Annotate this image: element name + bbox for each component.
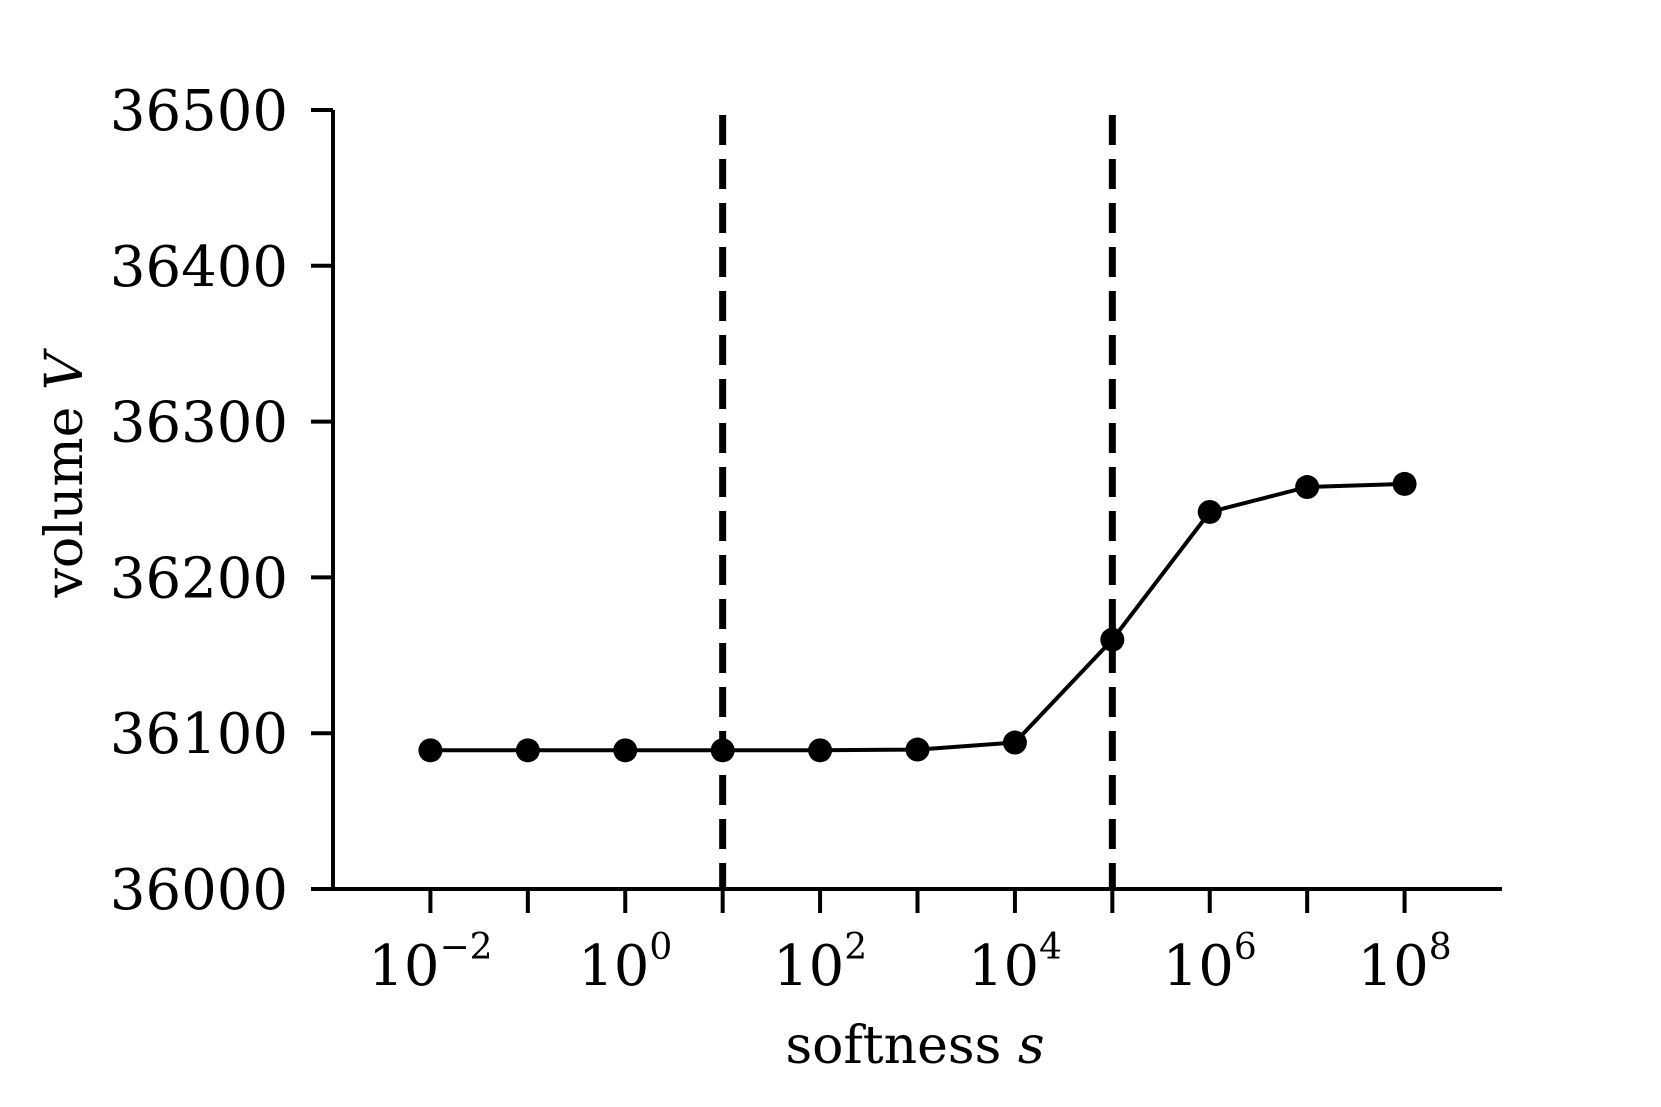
data-point	[418, 738, 443, 763]
x-tick-label: 104	[968, 927, 1062, 999]
x-axis-label: softness s	[786, 1016, 1045, 1076]
y-tick-label: 36200	[110, 546, 288, 611]
x-tick-label: 106	[1163, 927, 1257, 999]
data-point	[1197, 499, 1222, 524]
y-tick-label: 36000	[110, 858, 288, 923]
reference-lines	[719, 115, 1116, 889]
data-point	[710, 738, 735, 763]
y-tick-label: 36300	[110, 391, 288, 456]
x-tick-label: 10−2	[368, 927, 492, 999]
data-point	[613, 738, 638, 763]
y-axis-label: volume V	[35, 348, 95, 598]
tick-labels: 36000 36100 36200 36300 36400 36500 10−2 100 102…	[110, 79, 1452, 999]
axes	[311, 108, 1502, 913]
x-tick-label: 100	[578, 927, 672, 999]
x-tick-label: 108	[1357, 927, 1451, 999]
x-tick-label: 102	[773, 927, 867, 999]
data-point	[905, 737, 930, 762]
y-tick-label: 36100	[110, 702, 288, 767]
data-point	[1002, 730, 1027, 755]
data-point	[1295, 475, 1320, 500]
series-line	[430, 481, 1405, 753]
y-tick-label: 36400	[110, 235, 288, 300]
y-tick-label: 36500	[110, 79, 288, 144]
data-point	[1392, 471, 1417, 496]
data-point	[1100, 627, 1125, 652]
data-point	[515, 738, 540, 763]
data-series	[418, 471, 1417, 763]
data-point	[808, 738, 833, 763]
